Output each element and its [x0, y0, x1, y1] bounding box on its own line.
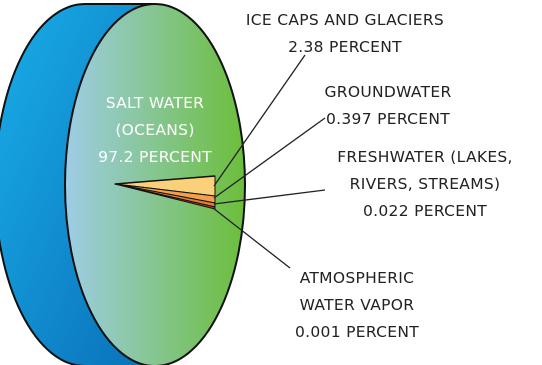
- slice-label-line: GROUNDWATER: [324, 83, 451, 101]
- slice-label-5: ATMOSPHERIC WATER VAPOR 0.001 PERCENT: [295, 269, 419, 341]
- slice-label-line: 0.397 PERCENT: [326, 110, 450, 128]
- slice-label-1: SALT WATER (OCEANS) 97.2 PERCENT: [98, 94, 212, 166]
- leader-lines: [212, 54, 326, 269]
- slice-label-line: 97.2 PERCENT: [98, 148, 212, 166]
- pie-slice-5: [114, 183, 216, 210]
- slice-label-line: 0.001 PERCENT: [295, 323, 419, 341]
- slice-label-line: 2.38 PERCENT: [288, 38, 402, 56]
- leader-line-4: [212, 207, 291, 269]
- slice-label-line: (OCEANS): [115, 121, 194, 139]
- slice-label-2: ICE CAPS AND GLACIERS 2.38 PERCENT: [246, 11, 444, 56]
- slice-label-line: SALT WATER: [106, 94, 205, 112]
- leader-line-3: [213, 189, 326, 205]
- pie-slices: [114, 175, 216, 210]
- slice-label-3: GROUNDWATER 0.397 PERCENT: [324, 83, 451, 128]
- leader-line-2: [213, 117, 326, 199]
- pie-slice-1-edge: [114, 175, 216, 185]
- slice-label-line: 0.022 PERCENT: [363, 202, 487, 220]
- leader-line-1: [213, 54, 306, 187]
- slice-label-line: FRESHWATER (LAKES,: [337, 148, 513, 166]
- slice-labels: SALT WATER (OCEANS) 97.2 PERCENT ICE CAPS A…: [98, 11, 513, 341]
- slice-label-line: WATER VAPOR: [300, 296, 415, 314]
- slice-label-line: RIVERS, STREAMS): [350, 175, 501, 193]
- slice-label-line: ATMOSPHERIC: [300, 269, 415, 287]
- slice-label-4: FRESHWATER (LAKES, RIVERS, STREAMS) 0.022 …: [337, 148, 513, 220]
- slice-label-line: ICE CAPS AND GLACIERS: [246, 11, 444, 29]
